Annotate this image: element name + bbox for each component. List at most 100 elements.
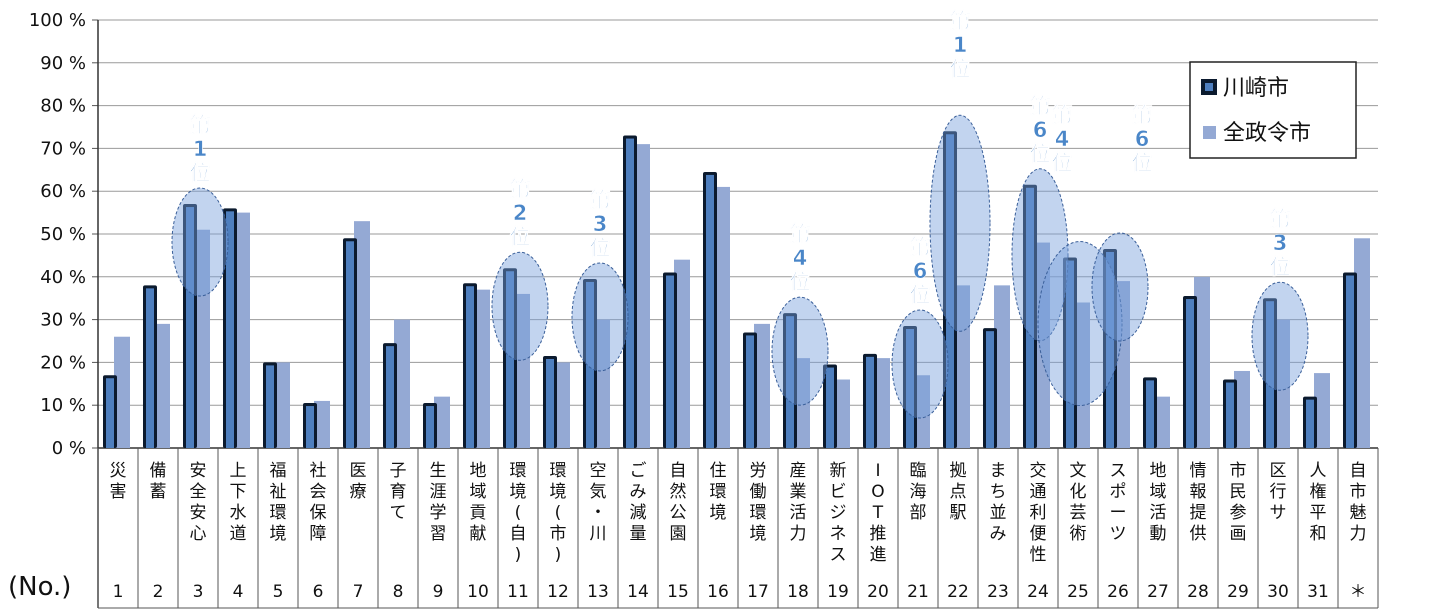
rank-highlight-ellipse bbox=[929, 114, 991, 332]
rank-label-char: 3 bbox=[593, 212, 608, 236]
bar-all-cities-front bbox=[357, 222, 370, 448]
bar-kawasaki-inner bbox=[1346, 275, 1354, 448]
rank-highlight-ellipse bbox=[771, 296, 829, 406]
category-number: 28 bbox=[1187, 582, 1209, 602]
rank-label-char: 位 bbox=[1132, 151, 1153, 175]
bar-all-cities-front bbox=[1277, 320, 1290, 448]
rank-label-char: 位 bbox=[950, 57, 971, 81]
bar-kawasaki-inner bbox=[1026, 187, 1034, 448]
bar-all-cities-front bbox=[997, 286, 1010, 448]
bar-kawasaki-inner bbox=[306, 406, 314, 448]
bar-kawasaki-inner bbox=[746, 335, 754, 448]
bar-all-cities-front bbox=[877, 359, 890, 448]
category-label: 災害 bbox=[110, 461, 127, 502]
category-number: 29 bbox=[1227, 582, 1249, 602]
bar-kawasaki-inner bbox=[586, 281, 594, 448]
category-number: 7 bbox=[353, 582, 364, 602]
legend-swatch-all bbox=[1203, 126, 1216, 139]
bar-kawasaki-inner bbox=[106, 378, 114, 448]
category-number: 12 bbox=[547, 582, 569, 602]
category-label: 地域貢献 bbox=[470, 461, 487, 544]
category-number: 25 bbox=[1067, 582, 1089, 602]
category-label: 文化芸術 bbox=[1070, 461, 1087, 544]
rank-label-char: 位 bbox=[190, 161, 211, 185]
rank-label-char: 位 bbox=[1052, 151, 1073, 175]
rank-label-char: 位 bbox=[590, 236, 611, 260]
rank-label-char: 2 bbox=[513, 201, 528, 225]
category-number: 24 bbox=[1027, 582, 1049, 602]
category-label: 子育て bbox=[390, 461, 407, 523]
category-number: 2 bbox=[153, 582, 164, 602]
legend-label-all: 全政令市 bbox=[1223, 121, 1311, 146]
y-tick-label: 0 % bbox=[52, 438, 86, 459]
bar-all-cities-front bbox=[1357, 239, 1370, 448]
bar-all-cities-front bbox=[197, 230, 210, 448]
bar-kawasaki-inner bbox=[466, 286, 474, 448]
y-tick-label: 80 % bbox=[40, 96, 86, 117]
bar-kawasaki-inner bbox=[1266, 301, 1274, 448]
category-number: 17 bbox=[747, 582, 769, 602]
bars bbox=[103, 131, 1370, 449]
category-label: 空気・川 bbox=[590, 461, 607, 544]
bar-all-cities-front bbox=[957, 286, 970, 448]
category-number: 6 bbox=[313, 582, 324, 602]
category-label: スポーツ bbox=[1110, 461, 1127, 544]
rank-label-char: 第 bbox=[1132, 103, 1153, 127]
bar-kawasaki-inner bbox=[1186, 299, 1194, 448]
rank-label-char: 位 bbox=[510, 225, 531, 249]
rank-label-char: 第 bbox=[1270, 207, 1291, 231]
category-label: 人権平和 bbox=[1310, 461, 1327, 544]
y-tick-label: 90 % bbox=[40, 53, 86, 74]
bar-all-cities-front bbox=[1197, 277, 1210, 448]
rank-highlight-ellipse bbox=[1251, 281, 1309, 391]
y-tick-label: 30 % bbox=[40, 310, 86, 331]
bar-kawasaki-inner bbox=[786, 316, 794, 448]
category-number: 14 bbox=[627, 582, 649, 602]
category-label: 情報提供 bbox=[1190, 461, 1207, 544]
category-number: 16 bbox=[707, 582, 729, 602]
category-number: 26 bbox=[1107, 582, 1129, 602]
bar-kawasaki-inner bbox=[346, 241, 354, 448]
category-number: 5 bbox=[273, 582, 284, 602]
category-label: 臨海部 bbox=[910, 461, 927, 523]
y-tick-label: 10 % bbox=[40, 395, 86, 416]
rank-label-char: 6 bbox=[1135, 127, 1150, 151]
bar-all-cities-front bbox=[397, 320, 410, 448]
category-label: まち並み bbox=[990, 461, 1007, 544]
x-axis: 災害 1 備蓄 2 安全安心 3 上下水道 4 福祉環境 5 社会保障 6 医療 7 子育て 8 生涯学習 9 地域… bbox=[97, 448, 1379, 609]
bar-all-cities-front bbox=[1157, 397, 1170, 448]
rank-label-char: 6 bbox=[1033, 118, 1048, 142]
bar-all-cities-front bbox=[557, 363, 570, 448]
bar-kawasaki-inner bbox=[666, 275, 674, 448]
category-number: 19 bbox=[827, 582, 849, 602]
rank-label-char: 第 bbox=[1052, 103, 1073, 127]
rank-highlight-ellipse bbox=[571, 262, 629, 372]
category-number: 1 bbox=[113, 582, 124, 602]
y-tick-label: 60 % bbox=[40, 181, 86, 202]
category-label: 環境(市) bbox=[550, 461, 567, 565]
category-label: 労働環境 bbox=[750, 461, 767, 544]
rank-highlight-ellipse bbox=[171, 187, 229, 297]
bar-all-cities-front bbox=[1037, 243, 1050, 448]
rank-label-char: 位 bbox=[910, 283, 931, 307]
category-number: 11 bbox=[507, 582, 529, 602]
x-index-label: (No.) bbox=[8, 572, 71, 602]
rank-label-char: 第 bbox=[590, 188, 611, 212]
bar-all-cities-front bbox=[1317, 374, 1330, 448]
category-number: ＊ bbox=[1350, 582, 1367, 602]
category-number: 22 bbox=[947, 582, 969, 602]
legend-box bbox=[1189, 61, 1357, 159]
rank-label-char: 1 bbox=[953, 33, 968, 57]
rank-label-char: 位 bbox=[1030, 142, 1051, 166]
bar-kawasaki-inner bbox=[626, 138, 634, 448]
category-label: 新ビジネス bbox=[830, 461, 847, 565]
y-tick-label: 40 % bbox=[40, 267, 86, 288]
bar-all-cities-front bbox=[757, 324, 770, 448]
rank-label-char: 位 bbox=[790, 270, 811, 294]
legend-label-kawasaki: 川崎市 bbox=[1223, 76, 1289, 101]
bar-all-cities-front bbox=[1237, 371, 1250, 448]
bar-all-cities-front bbox=[517, 294, 530, 448]
category-label: 生涯学習 bbox=[430, 461, 447, 544]
category-label: 市民参画 bbox=[1230, 461, 1247, 544]
category-number: 31 bbox=[1307, 582, 1329, 602]
